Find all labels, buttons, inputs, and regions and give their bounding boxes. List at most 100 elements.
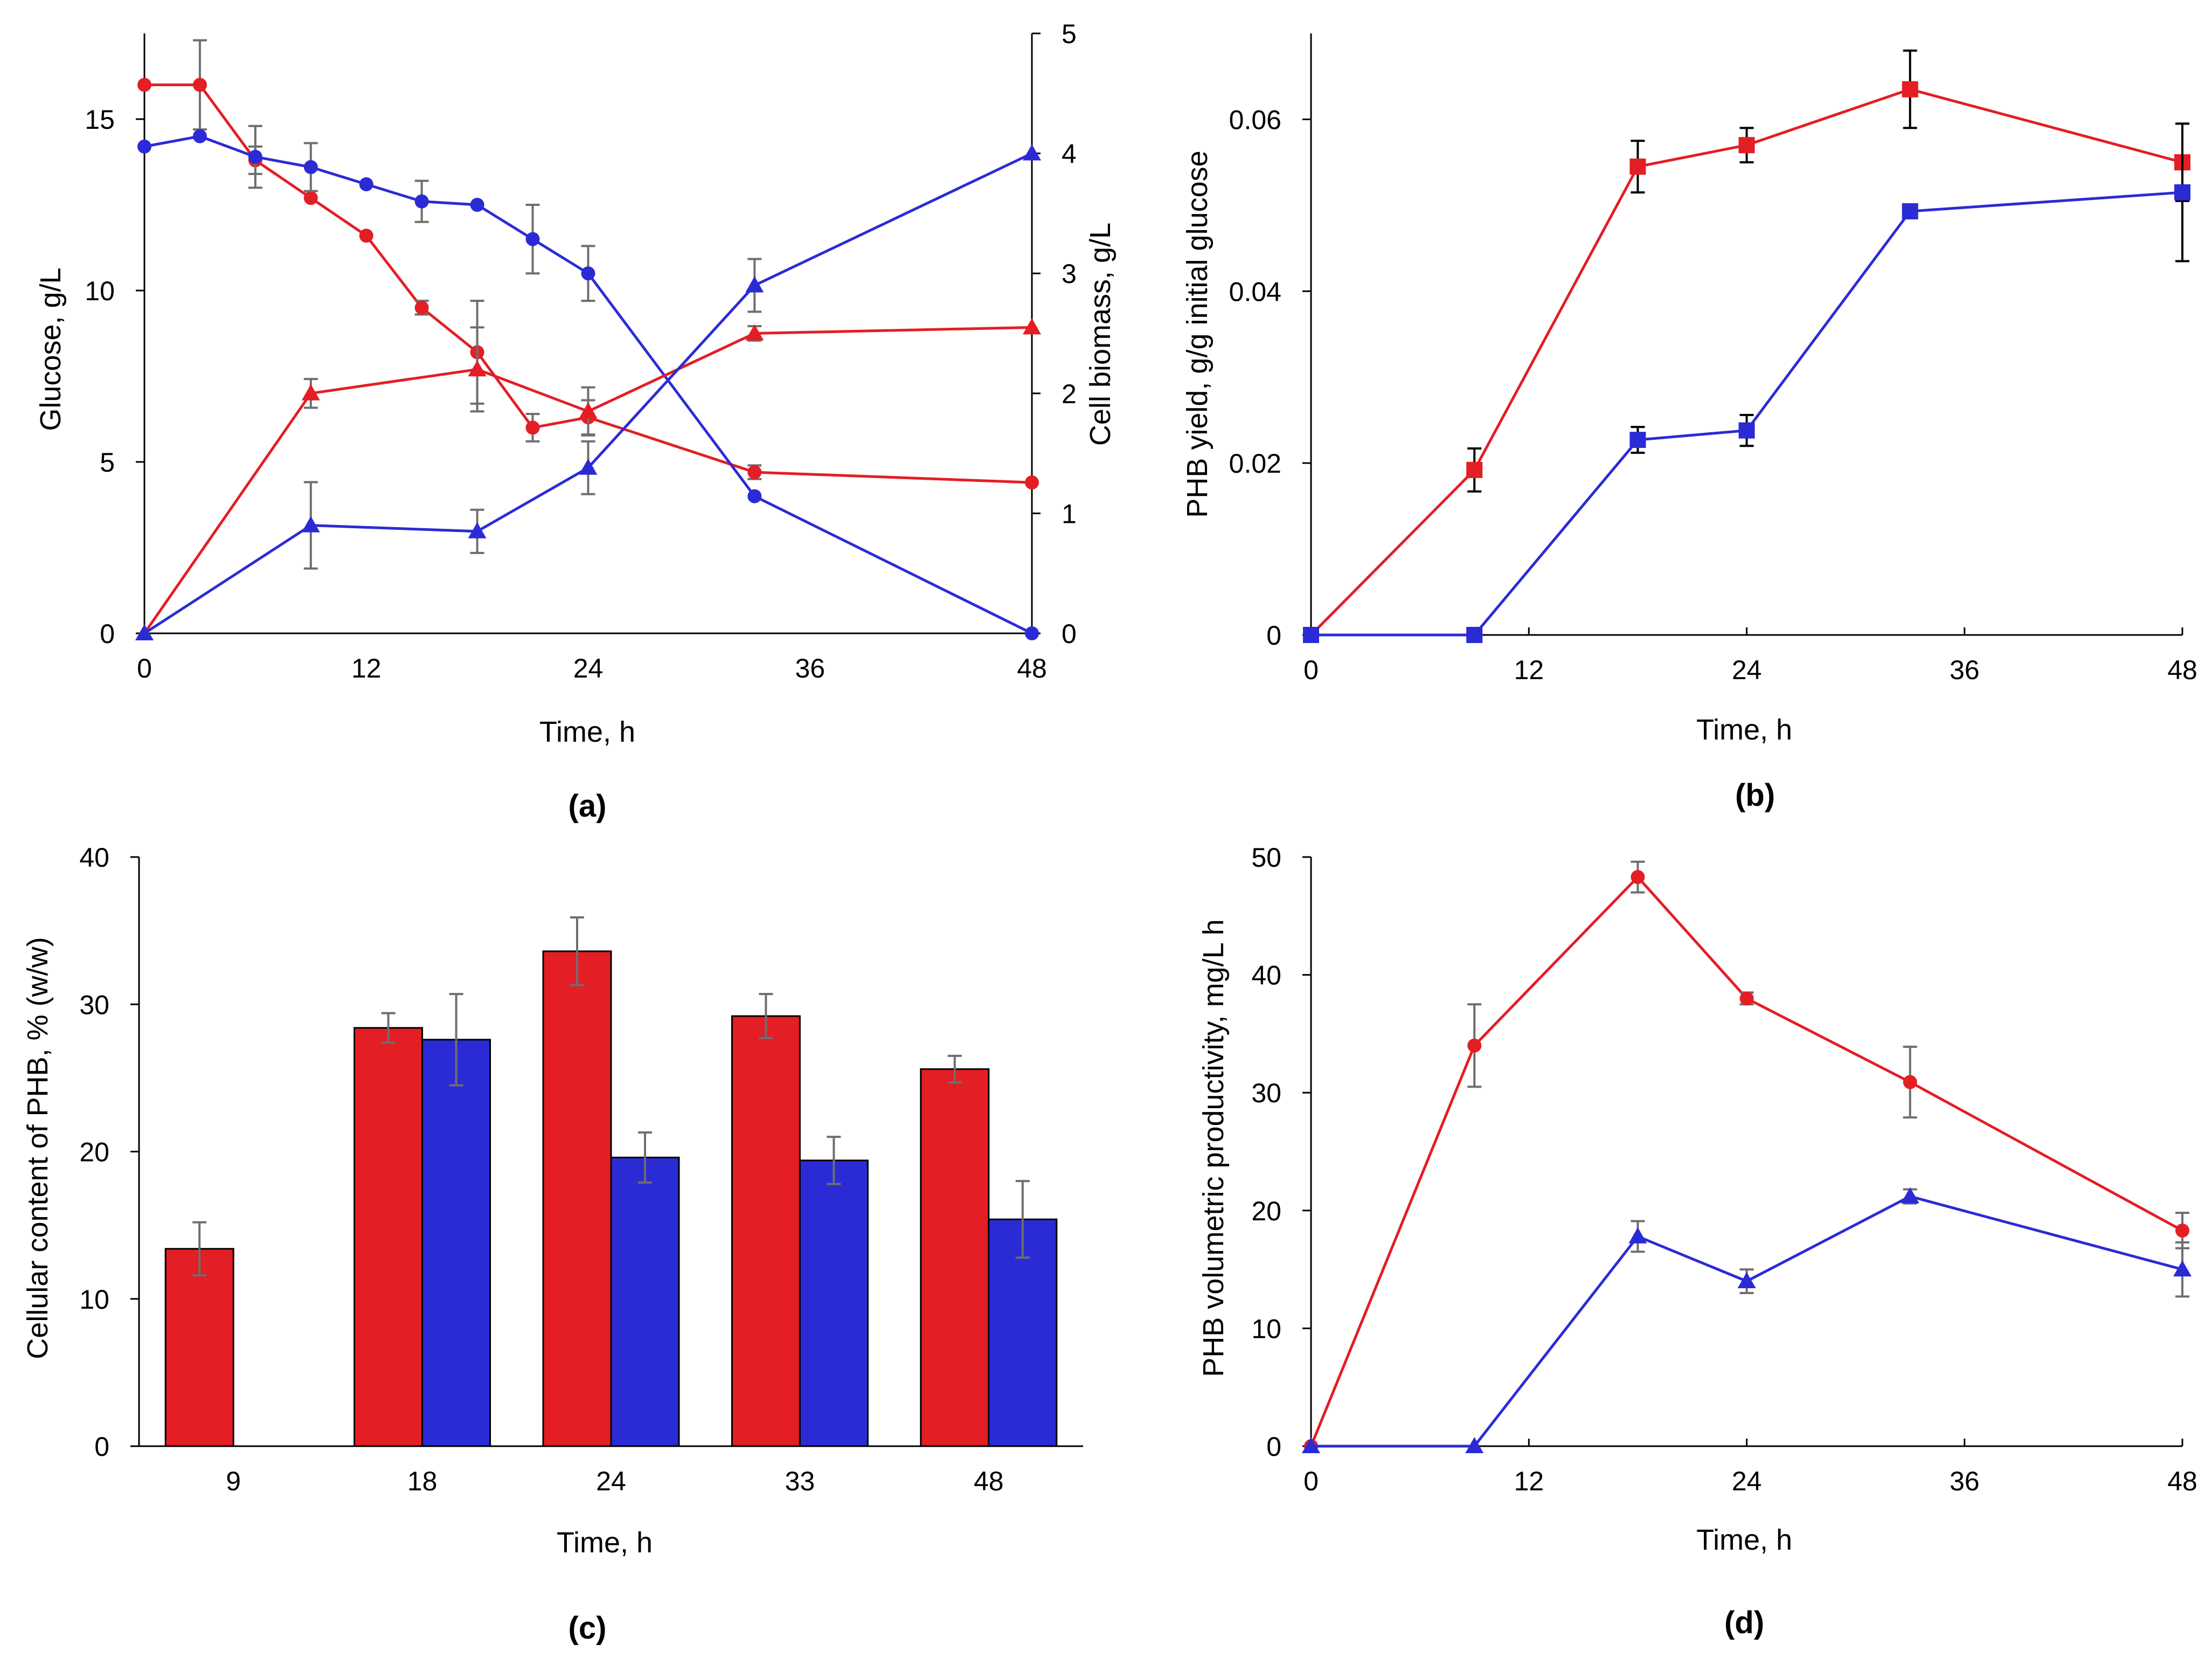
panel-c-bar-blue-33-errorbar xyxy=(827,1136,841,1185)
panel-a-y2tick-label: 3 xyxy=(1062,259,1077,289)
panel-c-plot: 0 10 20 30 40 9 18 24 33 48 xyxy=(79,842,1083,1496)
panel-b-series-1-point xyxy=(1303,627,1319,643)
panel-a-series-3-point xyxy=(135,624,154,640)
panel-b-plot: 0 12 24 36 48 0 0.02 0.04 0.06 xyxy=(1229,33,2197,685)
panel-b-ylabel: PHB yield, g/g initial glucose xyxy=(1181,150,1214,517)
panel-a-series-1-point xyxy=(192,129,207,143)
panel-b-series-1-point xyxy=(1738,422,1755,439)
panel-c-bar-blue-48-errorbar xyxy=(1015,1180,1030,1259)
panel-a-series-1 xyxy=(137,125,1039,640)
panel-a-y2tick-label: 5 xyxy=(1062,19,1077,49)
panel-a-series-2-point xyxy=(745,324,764,341)
panel-d-series-0-point xyxy=(1903,1075,1917,1089)
panel-d-series-0-point xyxy=(1739,991,1754,1006)
panel-c-xtick-label: 33 xyxy=(785,1466,815,1496)
panel-a-series-1-point xyxy=(470,198,484,212)
panel-a-xtick-label: 36 xyxy=(795,653,825,683)
panel-d-series-1-point xyxy=(1465,1437,1484,1453)
panel-b-series-1-point xyxy=(1629,432,1646,448)
panel-a-series-2-point xyxy=(579,402,598,419)
panel-c-bar-blue-24 xyxy=(610,1156,680,1447)
panel-a-series-3-line xyxy=(143,152,1033,635)
panel-d-series-1 xyxy=(1302,1187,2192,1453)
panel-b-series-0-point xyxy=(1738,137,1755,154)
panel-b-ytick-label: 0 xyxy=(1266,620,1281,651)
panel-a-series-1-point xyxy=(581,266,595,281)
panel-b-xtick-label: 36 xyxy=(1950,655,1980,685)
panel-c-bar-red-9 xyxy=(164,1248,234,1447)
panel-a-series-2-point xyxy=(1023,318,1041,335)
panel-b-xtick-label: 0 xyxy=(1303,655,1319,685)
panel-a-y2tick-label: 1 xyxy=(1062,499,1077,529)
panel-d-xlabel: Time, h xyxy=(1696,1524,1792,1556)
panel-c-ylabel: Cellular content of PHB, % (w/w) xyxy=(22,937,54,1359)
panel-b-series-0-point xyxy=(1629,158,1646,175)
panel-c-bar-red-18-errorbar xyxy=(381,1012,396,1044)
panel-a-series-2-line xyxy=(143,326,1032,634)
panel-a-series-1-point xyxy=(525,232,540,246)
panel-c-xtick-label: 9 xyxy=(226,1466,241,1496)
panel-c-bar-blue-18-errorbar xyxy=(449,993,463,1087)
panel-d-label: (d) xyxy=(1724,1605,1764,1640)
panel-c-label: (c) xyxy=(568,1611,607,1646)
panel-a-series-3-point xyxy=(579,458,598,475)
panel-b-ytick-label: 0.02 xyxy=(1229,448,1281,479)
panel-b-ytick-label: 0.06 xyxy=(1229,105,1281,135)
panel-a-xtick-label: 24 xyxy=(573,653,604,683)
panel-c-xtick-label: 18 xyxy=(407,1466,438,1496)
panel-d-series-1-point xyxy=(1901,1187,1919,1204)
panel-a-label: (a) xyxy=(568,789,607,824)
panel-c-ytick-label: 0 xyxy=(94,1432,109,1462)
panel-a-series-0-point xyxy=(192,78,207,92)
panel-b-series-1-point xyxy=(1466,627,1483,643)
panel-d-ytick-label: 30 xyxy=(1251,1078,1281,1108)
panel-d-plot: 0 12 24 36 48 0 10 20 30 40 50 xyxy=(1251,842,2197,1496)
panel-d-series-1-point xyxy=(1628,1227,1647,1244)
panel-c: 0 10 20 30 40 9 18 24 33 48 Time, h Cellular cont… xyxy=(22,842,1083,1646)
panel-b-xtick-label: 12 xyxy=(1514,655,1544,685)
panel-d-xtick-label: 24 xyxy=(1732,1466,1762,1496)
panel-a-ylabel2: Cell biomass, g/L xyxy=(1084,223,1117,446)
panel-c-xtick-label: 24 xyxy=(596,1466,626,1496)
panel-c-xtick-label: 48 xyxy=(974,1466,1004,1496)
panel-d-ytick-label: 20 xyxy=(1251,1196,1281,1226)
panel-c-bar-red-33 xyxy=(731,1015,801,1447)
panel-b-xlabel: Time, h xyxy=(1696,714,1792,746)
panel-d-xtick-label: 48 xyxy=(2167,1466,2197,1496)
panel-a-series-0-point xyxy=(359,229,373,243)
panel-a-series-1-point xyxy=(303,160,318,175)
panel-a-xtick-label: 48 xyxy=(1017,653,1047,683)
panel-b-ytick-label: 0.04 xyxy=(1229,277,1281,307)
panel-a-series-3-point xyxy=(468,522,487,538)
panel-a-series-1-point xyxy=(414,194,429,209)
panel-a-ylabel: Glucose, g/L xyxy=(34,267,67,431)
panel-d-ytick-label: 40 xyxy=(1251,961,1281,991)
panel-a-xtick-label: 12 xyxy=(351,653,382,683)
panel-a-series-0-point xyxy=(747,465,762,480)
panel-a-series-3 xyxy=(135,144,1041,640)
panel-a-series-2-point xyxy=(468,360,487,377)
panel-d-series-1-point xyxy=(1737,1272,1756,1288)
panel-c-ytick-label: 10 xyxy=(79,1284,109,1315)
panel-d-series-0 xyxy=(1304,860,2189,1453)
panel-a-ytick-label: 5 xyxy=(100,447,115,478)
panel-a-series-2 xyxy=(135,318,1041,640)
panel-c-bar-red-48 xyxy=(920,1068,990,1447)
panel-c-ytick-label: 30 xyxy=(79,990,109,1020)
panel-c-bar-red-24 xyxy=(542,950,612,1447)
panel-a-series-0-point xyxy=(525,420,540,435)
panel-d-series-0-point xyxy=(2175,1223,2189,1238)
panel-c-bar-blue-33 xyxy=(799,1159,869,1447)
panel-d-series-0-line xyxy=(1309,875,2183,1447)
panel-c-bar-red-48-errorbar xyxy=(947,1054,962,1084)
panel-b-xtick-label: 48 xyxy=(2167,655,2197,685)
panel-a-xlabel: Time, h xyxy=(539,716,635,748)
panel-c-ytick-label: 40 xyxy=(79,842,109,873)
panel-a-series-3-point xyxy=(1023,144,1041,161)
panel-d-xtick-label: 0 xyxy=(1303,1466,1319,1496)
panel-a-series-1-point xyxy=(359,177,373,191)
panel-a-series-3-point xyxy=(301,516,320,533)
panel-b-series-1 xyxy=(1303,122,2190,643)
